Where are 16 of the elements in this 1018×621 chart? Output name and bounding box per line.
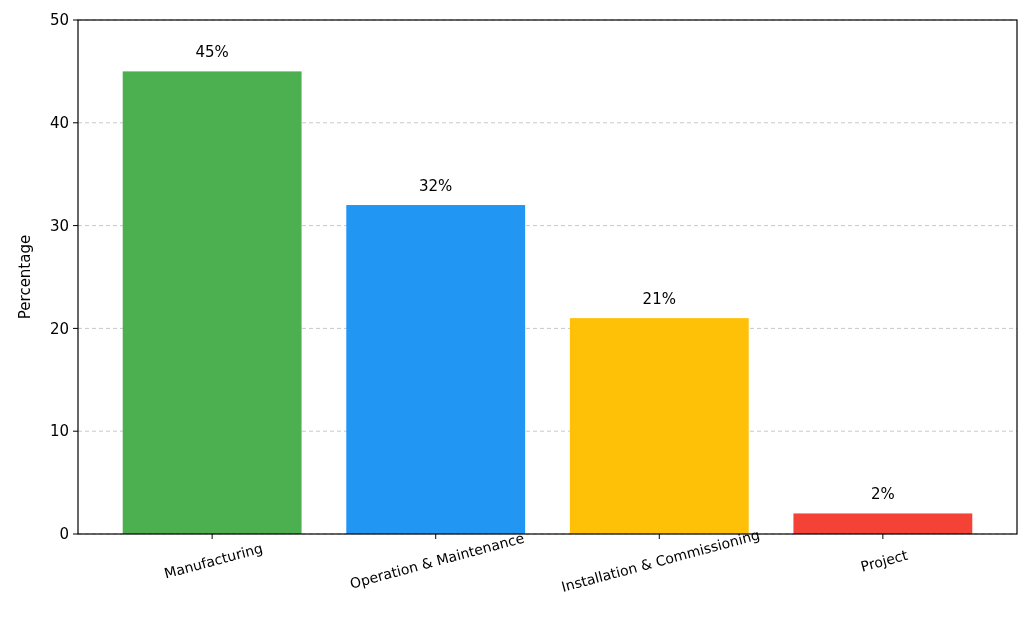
bar: [346, 205, 526, 534]
data-label: 32%: [419, 177, 453, 196]
y-tick-label: 40: [49, 114, 69, 133]
y-axis-title: Percentage: [16, 234, 34, 320]
y-tick-label: 10: [49, 422, 69, 441]
y-tick-label: 30: [49, 216, 69, 235]
y-tick-label: 50: [49, 11, 69, 30]
bar: [122, 71, 302, 534]
bar: [793, 513, 973, 534]
data-label: 21%: [642, 290, 676, 309]
x-tick-label: Project: [858, 546, 910, 575]
data-label: 2%: [870, 485, 895, 504]
data-label: 45%: [195, 43, 229, 62]
bar: [569, 318, 749, 534]
y-tick-label: 0: [59, 525, 69, 544]
y-tick-label: 20: [49, 319, 69, 338]
